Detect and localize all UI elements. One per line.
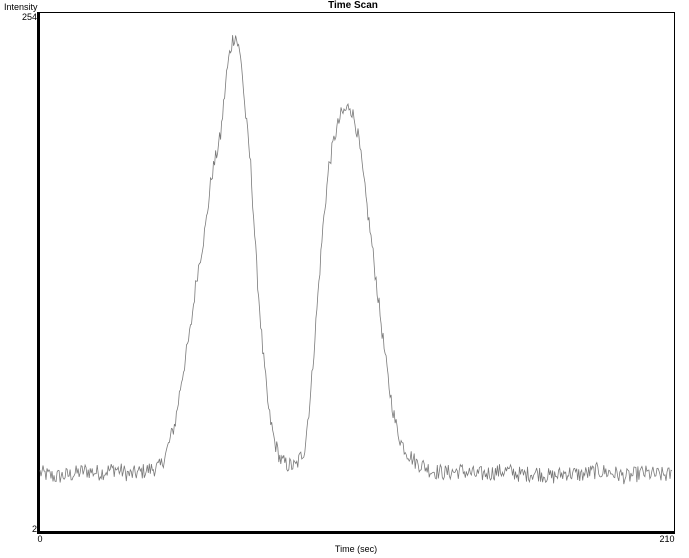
y-tick-label-min: 2 [32,524,37,534]
x-axis-label: Time (sec) [335,544,377,554]
y-tick-label-max: 254 [22,12,37,22]
y-axis-label: Intensity [4,2,38,12]
chart-title: Time Scan [328,0,378,11]
x-tick-label-max: 210 [659,534,674,544]
series-line-intensity [39,35,673,485]
x-tick-label-min: 0 [37,534,42,544]
